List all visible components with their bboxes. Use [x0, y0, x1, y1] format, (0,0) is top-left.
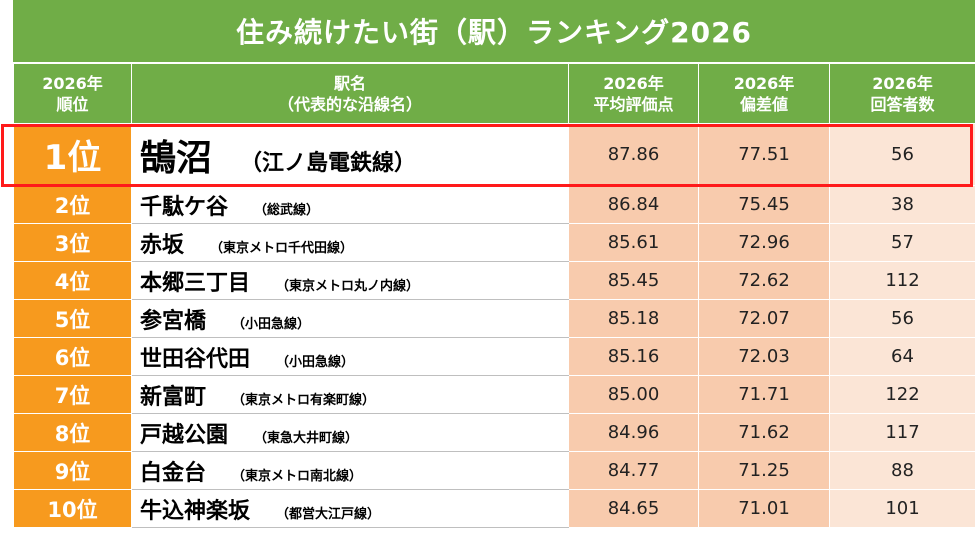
- average-score-cell: 85.18: [568, 299, 699, 338]
- rank-cell: 5位: [13, 299, 132, 338]
- average-score-cell: 87.86: [568, 123, 699, 186]
- deviation-cell: 71.62: [698, 413, 830, 452]
- respondents-cell: 56: [829, 299, 975, 338]
- respondents-cell: 64: [829, 337, 975, 376]
- respondents-cell: 38: [829, 185, 975, 224]
- table-row: 5位 参宮橋 （小田急線） 85.18 72.07 56: [13, 299, 975, 338]
- station-cell: 牛込神楽坂 （都営大江戸線）: [131, 489, 569, 528]
- station-cell: 赤坂 （東京メトロ千代田線）: [131, 223, 569, 262]
- table-row: 4位 本郷三丁目 （東京メトロ丸ノ内線） 85.45 72.62 112: [13, 261, 975, 300]
- station-name: 牛込神楽坂: [140, 498, 251, 524]
- station-cell: 新富町 （東京メトロ有楽町線）: [131, 375, 569, 414]
- deviation-cell: 71.25: [698, 451, 830, 490]
- station-line: （東京メトロ有楽町線）: [232, 392, 376, 408]
- table-row: 1位 鵠沼 （江ノ島電鉄線） 87.86 77.51 56: [13, 123, 975, 186]
- table-row: 7位 新富町 （東京メトロ有楽町線） 85.00 71.71 122: [13, 375, 975, 414]
- station-cell: 世田谷代田 （小田急線）: [131, 337, 569, 376]
- average-score-cell: 84.65: [568, 489, 699, 528]
- station-name: 鵠沼: [140, 137, 213, 179]
- station-name: 新富町: [140, 384, 207, 410]
- station-cell: 千駄ケ谷 （総武線）: [131, 185, 569, 224]
- table-row: 8位 戸越公園 （東急大井町線） 84.96 71.62 117: [13, 413, 975, 452]
- table-row: 2位 千駄ケ谷 （総武線） 86.84 75.45 38: [13, 185, 975, 224]
- rank-cell: 6位: [13, 337, 132, 376]
- average-score-cell: 85.16: [568, 337, 699, 376]
- deviation-cell: 71.71: [698, 375, 830, 414]
- table-title: 住み続けたい街（駅）ランキング2026: [13, 0, 975, 62]
- station-line: （総武線）: [254, 202, 320, 218]
- station-cell: 参宮橋 （小田急線）: [131, 299, 569, 338]
- deviation-cell: 77.51: [698, 123, 830, 186]
- average-score-cell: 86.84: [568, 185, 699, 224]
- average-score-cell: 85.45: [568, 261, 699, 300]
- station-name: 赤坂: [140, 232, 185, 258]
- station-cell: 戸越公園 （東急大井町線）: [131, 413, 569, 452]
- station-cell: 鵠沼 （江ノ島電鉄線）: [131, 123, 569, 186]
- station-cell: 本郷三丁目 （東京メトロ丸ノ内線）: [131, 261, 569, 300]
- station-name: 戸越公園: [140, 422, 229, 448]
- deviation-cell: 72.96: [698, 223, 830, 262]
- header-respondents: 2026年 回答者数: [829, 63, 975, 124]
- header-rank: 2026年 順位: [13, 63, 132, 124]
- deviation-cell: 71.01: [698, 489, 830, 528]
- average-score-cell: 85.61: [568, 223, 699, 262]
- station-line: （小田急線）: [232, 316, 311, 332]
- table-row: 6位 世田谷代田 （小田急線） 85.16 72.03 64: [13, 337, 975, 376]
- station-line: （小田急線）: [276, 354, 355, 370]
- deviation-cell: 72.03: [698, 337, 830, 376]
- station-line: （東京メトロ千代田線）: [210, 240, 354, 256]
- average-score-cell: 84.77: [568, 451, 699, 490]
- respondents-cell: 117: [829, 413, 975, 452]
- station-name: 千駄ケ谷: [140, 194, 229, 220]
- respondents-cell: 88: [829, 451, 975, 490]
- table-row: 3位 赤坂 （東京メトロ千代田線） 85.61 72.96 57: [13, 223, 975, 262]
- ranking-table: 2026年 順位 駅名 （代表的な沿線名） 2026年 平均評価点 2026年 …: [13, 63, 975, 528]
- rank-cell: 9位: [13, 451, 132, 490]
- average-score-cell: 84.96: [568, 413, 699, 452]
- header-row: 2026年 順位 駅名 （代表的な沿線名） 2026年 平均評価点 2026年 …: [13, 63, 975, 124]
- respondents-cell: 101: [829, 489, 975, 528]
- rank-cell: 3位: [13, 223, 132, 262]
- header-station: 駅名 （代表的な沿線名）: [131, 63, 569, 124]
- average-score-cell: 85.00: [568, 375, 699, 414]
- rank-cell: 1位: [13, 123, 132, 186]
- station-name: 白金台: [140, 460, 207, 486]
- deviation-cell: 75.45: [698, 185, 830, 224]
- table-row: 9位 白金台 （東京メトロ南北線） 84.77 71.25 88: [13, 451, 975, 490]
- rank-cell: 2位: [13, 185, 132, 224]
- station-line: （東急大井町線）: [254, 430, 359, 446]
- respondents-cell: 112: [829, 261, 975, 300]
- station-name: 本郷三丁目: [140, 270, 251, 296]
- header-average-score: 2026年 平均評価点: [568, 63, 699, 124]
- respondents-cell: 56: [829, 123, 975, 186]
- station-name: 世田谷代田: [140, 346, 251, 372]
- rank-cell: 7位: [13, 375, 132, 414]
- station-cell: 白金台 （東京メトロ南北線）: [131, 451, 569, 490]
- rank-cell: 8位: [13, 413, 132, 452]
- deviation-cell: 72.07: [698, 299, 830, 338]
- station-line: （東京メトロ丸ノ内線）: [276, 278, 420, 294]
- respondents-cell: 122: [829, 375, 975, 414]
- station-line: （都営大江戸線）: [276, 506, 381, 522]
- station-name: 参宮橋: [140, 308, 207, 334]
- respondents-cell: 57: [829, 223, 975, 262]
- rank-cell: 4位: [13, 261, 132, 300]
- deviation-cell: 72.62: [698, 261, 830, 300]
- rank-cell: 10位: [13, 489, 132, 528]
- table-row: 10位 牛込神楽坂 （都営大江戸線） 84.65 71.01 101: [13, 489, 975, 528]
- ranking-table-container: 住み続けたい街（駅）ランキング2026 2026年 順位 駅名 （代表的な沿線名…: [13, 0, 975, 537]
- station-line: （江ノ島電鉄線）: [240, 150, 417, 176]
- station-line: （東京メトロ南北線）: [232, 468, 363, 484]
- header-deviation: 2026年 偏差値: [698, 63, 830, 124]
